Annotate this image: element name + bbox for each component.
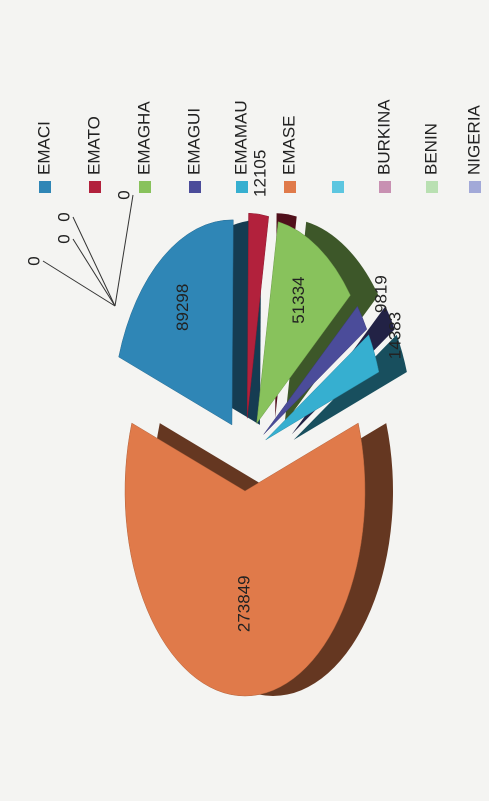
legend-swatch — [469, 181, 481, 193]
value-label: 0 — [24, 256, 43, 265]
legend-swatch — [284, 181, 296, 193]
value-label: 0 — [54, 212, 73, 221]
legend-swatch — [189, 181, 201, 193]
legend-label: EMATO — [84, 116, 103, 175]
legend-swatch — [139, 181, 151, 193]
leader-line — [72, 238, 116, 307]
legend-label: EMAGHA — [134, 101, 153, 175]
slice — [124, 422, 366, 697]
slice — [246, 212, 269, 419]
legend-swatch — [236, 181, 248, 193]
slice — [263, 305, 368, 435]
value-label: 89298 — [173, 284, 192, 331]
legend-swatch — [426, 181, 438, 193]
slice — [256, 221, 351, 425]
value-label: 273849 — [234, 575, 253, 632]
slice — [118, 219, 234, 426]
legend-swatch — [332, 181, 344, 193]
legend-label: NIGERIA — [464, 104, 483, 175]
legend-label: EMAMAU — [231, 100, 250, 175]
value-label: 51334 — [289, 277, 308, 324]
value-label: 14383 — [386, 312, 405, 359]
legend-label: EMASE — [279, 115, 298, 175]
legend-label: BENIN — [421, 123, 440, 175]
value-label: 9819 — [372, 275, 391, 313]
legend-label: EMAGUI — [184, 108, 203, 175]
legend-swatch — [39, 181, 51, 193]
legend-label: EMACI — [34, 121, 53, 175]
leader-line — [114, 194, 134, 307]
legend-swatch — [379, 181, 391, 193]
leader-line — [42, 260, 116, 307]
value-label: 0 — [54, 234, 73, 243]
legend-swatch — [89, 181, 101, 193]
leader-line — [72, 216, 116, 307]
value-label: 0 — [114, 190, 133, 199]
value-label: 12105 — [250, 150, 269, 197]
slice — [265, 334, 380, 441]
legend-label: BURKINA — [374, 99, 393, 175]
